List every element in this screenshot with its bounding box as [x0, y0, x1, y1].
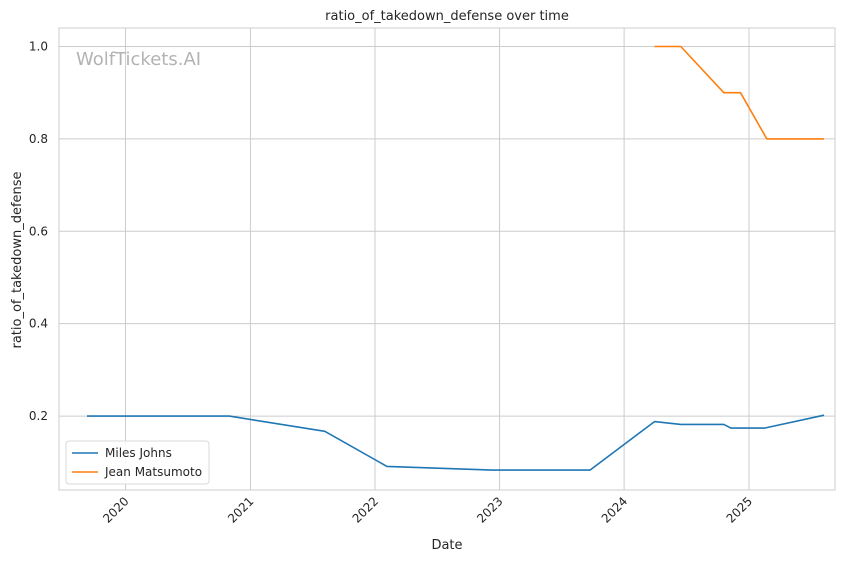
- legend-label-jean-matsumoto: Jean Matsumoto: [104, 465, 202, 479]
- x-tick-label: 2022: [350, 494, 381, 525]
- plot-area: [58, 27, 836, 491]
- y-tick-label: 0.4: [29, 317, 48, 331]
- series-lines: [87, 45, 825, 471]
- legend-label-miles-johns: Miles Johns: [105, 446, 172, 460]
- x-tick-label: 2020: [100, 494, 131, 525]
- series-line-jean-matsumoto: [654, 45, 825, 140]
- x-tick-label: 2025: [724, 494, 755, 525]
- chart-title: ratio_of_takedown_defense over time: [325, 9, 569, 24]
- x-axis-label: Date: [431, 538, 462, 553]
- x-tick-label: 2023: [474, 494, 505, 525]
- legend: Miles Johns Jean Matsumoto: [65, 440, 210, 485]
- y-tick-label: 0.8: [29, 132, 48, 146]
- x-tick-label: 2021: [225, 494, 256, 525]
- x-tick-label: 2024: [599, 494, 630, 525]
- y-tick-label: 0.2: [29, 409, 48, 423]
- y-tick-label: 0.6: [29, 224, 48, 238]
- y-tick-label: 1.0: [29, 39, 48, 53]
- series-line-miles-johns: [87, 414, 825, 471]
- watermark: WolfTickets.AI: [76, 49, 201, 70]
- legend-box: [65, 440, 210, 485]
- y-axis-label: ratio_of_takedown_defense: [10, 171, 25, 348]
